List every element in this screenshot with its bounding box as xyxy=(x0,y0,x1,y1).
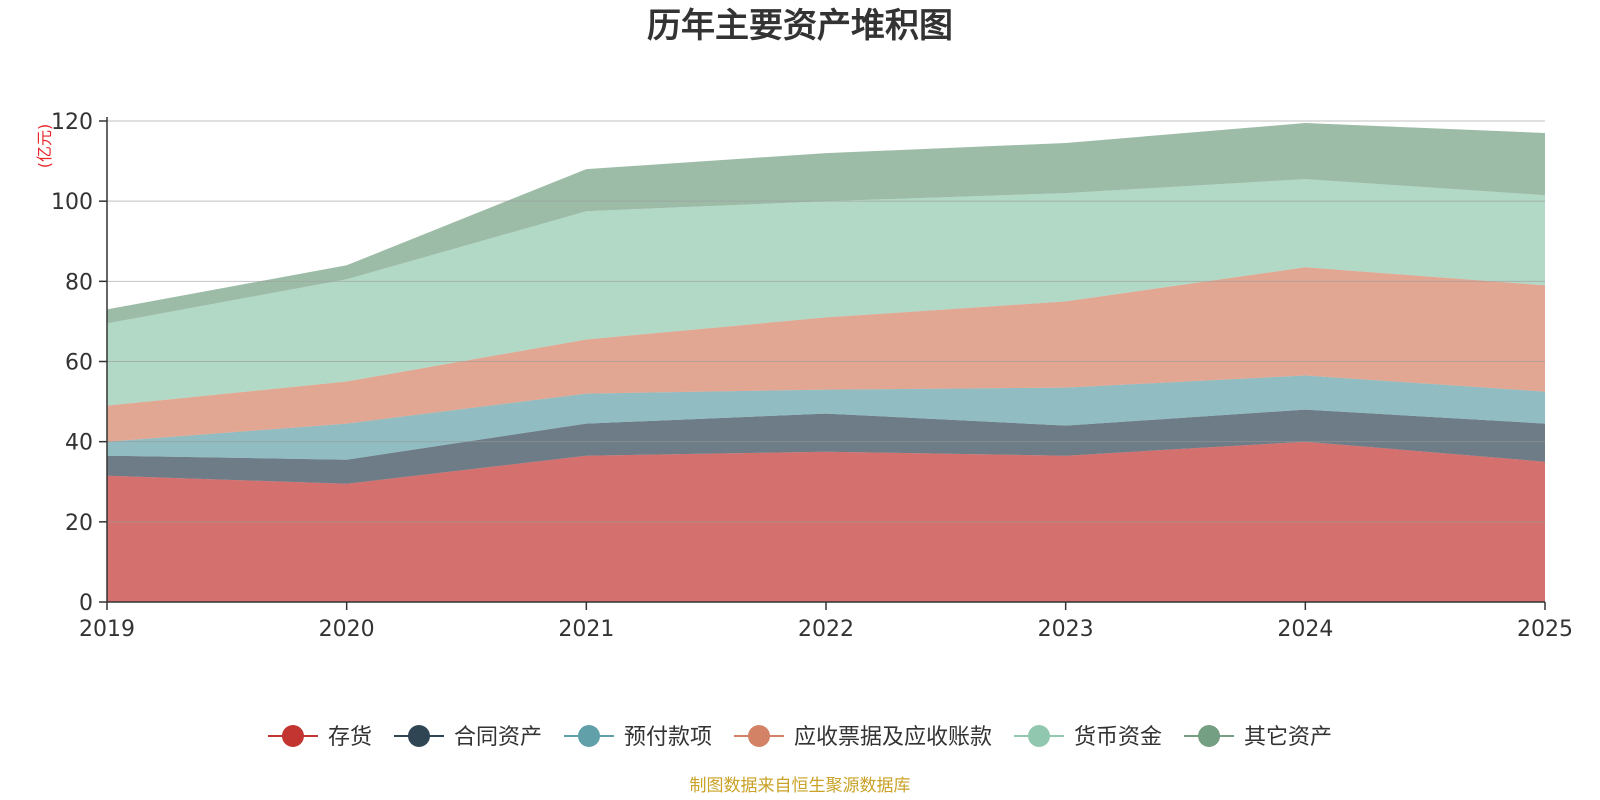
legend-item-2[interactable]: 合同资产 xyxy=(393,725,542,750)
legend-item-1[interactable]: 存货 xyxy=(267,725,372,750)
legend: 存货 合同资产 预付款项 应收票据及应收账款 货币资金 其它资产 xyxy=(267,725,1332,750)
area-series-4 xyxy=(107,267,1545,442)
x-tick-label-2019: 2019 xyxy=(79,617,135,642)
legend-label-1: 存货 xyxy=(328,725,372,750)
y-tick-label-7: 120 xyxy=(51,110,93,135)
area-series-2 xyxy=(107,409,1545,484)
y-tick-label-6: 100 xyxy=(51,190,93,215)
legend-marker-4 xyxy=(748,725,770,747)
legend-marker-1 xyxy=(281,725,304,747)
x-tick-label-2025: 2025 xyxy=(1517,617,1573,642)
legend-item-5[interactable]: 货币资金 xyxy=(1014,725,1162,750)
legend-marker-6 xyxy=(1198,725,1221,747)
legend-label-5: 货币资金 xyxy=(1074,725,1162,750)
area-series-6 xyxy=(107,123,1545,324)
area-series-3 xyxy=(107,375,1545,460)
area-series-5 xyxy=(107,179,1545,406)
legend-marker-2 xyxy=(407,725,430,747)
x-tick-label-2020: 2020 xyxy=(319,617,375,642)
x-tick-label-2022: 2022 xyxy=(798,617,854,642)
legend-item-6[interactable]: 其它资产 xyxy=(1184,725,1332,750)
y-tick-label-3: 40 xyxy=(65,431,93,456)
legend-marker-5 xyxy=(1028,725,1051,747)
area-series-group xyxy=(107,123,1545,602)
y-tick-label-1: 0 xyxy=(79,591,93,616)
y-tick-label-4: 60 xyxy=(65,351,93,376)
y-tick-label-2: 20 xyxy=(65,511,93,536)
y-axis-unit-label: (亿元) xyxy=(35,124,54,169)
x-tick-label-2023: 2023 xyxy=(1038,617,1094,642)
x-tick-label-2024: 2024 xyxy=(1277,617,1333,642)
x-tick-label-2021: 2021 xyxy=(558,617,614,642)
grid-lines xyxy=(107,120,1545,523)
axes: 0 20 40 60 80 100 120 2019 2020 2021 2022 2023 2024 2… xyxy=(51,110,1573,642)
legend-label-2: 合同资产 xyxy=(454,725,542,750)
legend-label-3: 预付款项 xyxy=(624,725,712,750)
legend-label-4: 应收票据及应收账款 xyxy=(794,725,992,750)
legend-item-3[interactable]: 预付款项 xyxy=(563,725,712,750)
chart-title: 历年主要资产堆积图 xyxy=(647,6,953,46)
legend-item-4[interactable]: 应收票据及应收账款 xyxy=(734,725,992,750)
y-tick-label-5: 80 xyxy=(65,270,93,295)
legend-marker-3 xyxy=(577,725,600,747)
legend-label-6: 其它资产 xyxy=(1244,725,1332,750)
data-source-note: 制图数据来自恒生聚源数据库 xyxy=(690,776,911,796)
